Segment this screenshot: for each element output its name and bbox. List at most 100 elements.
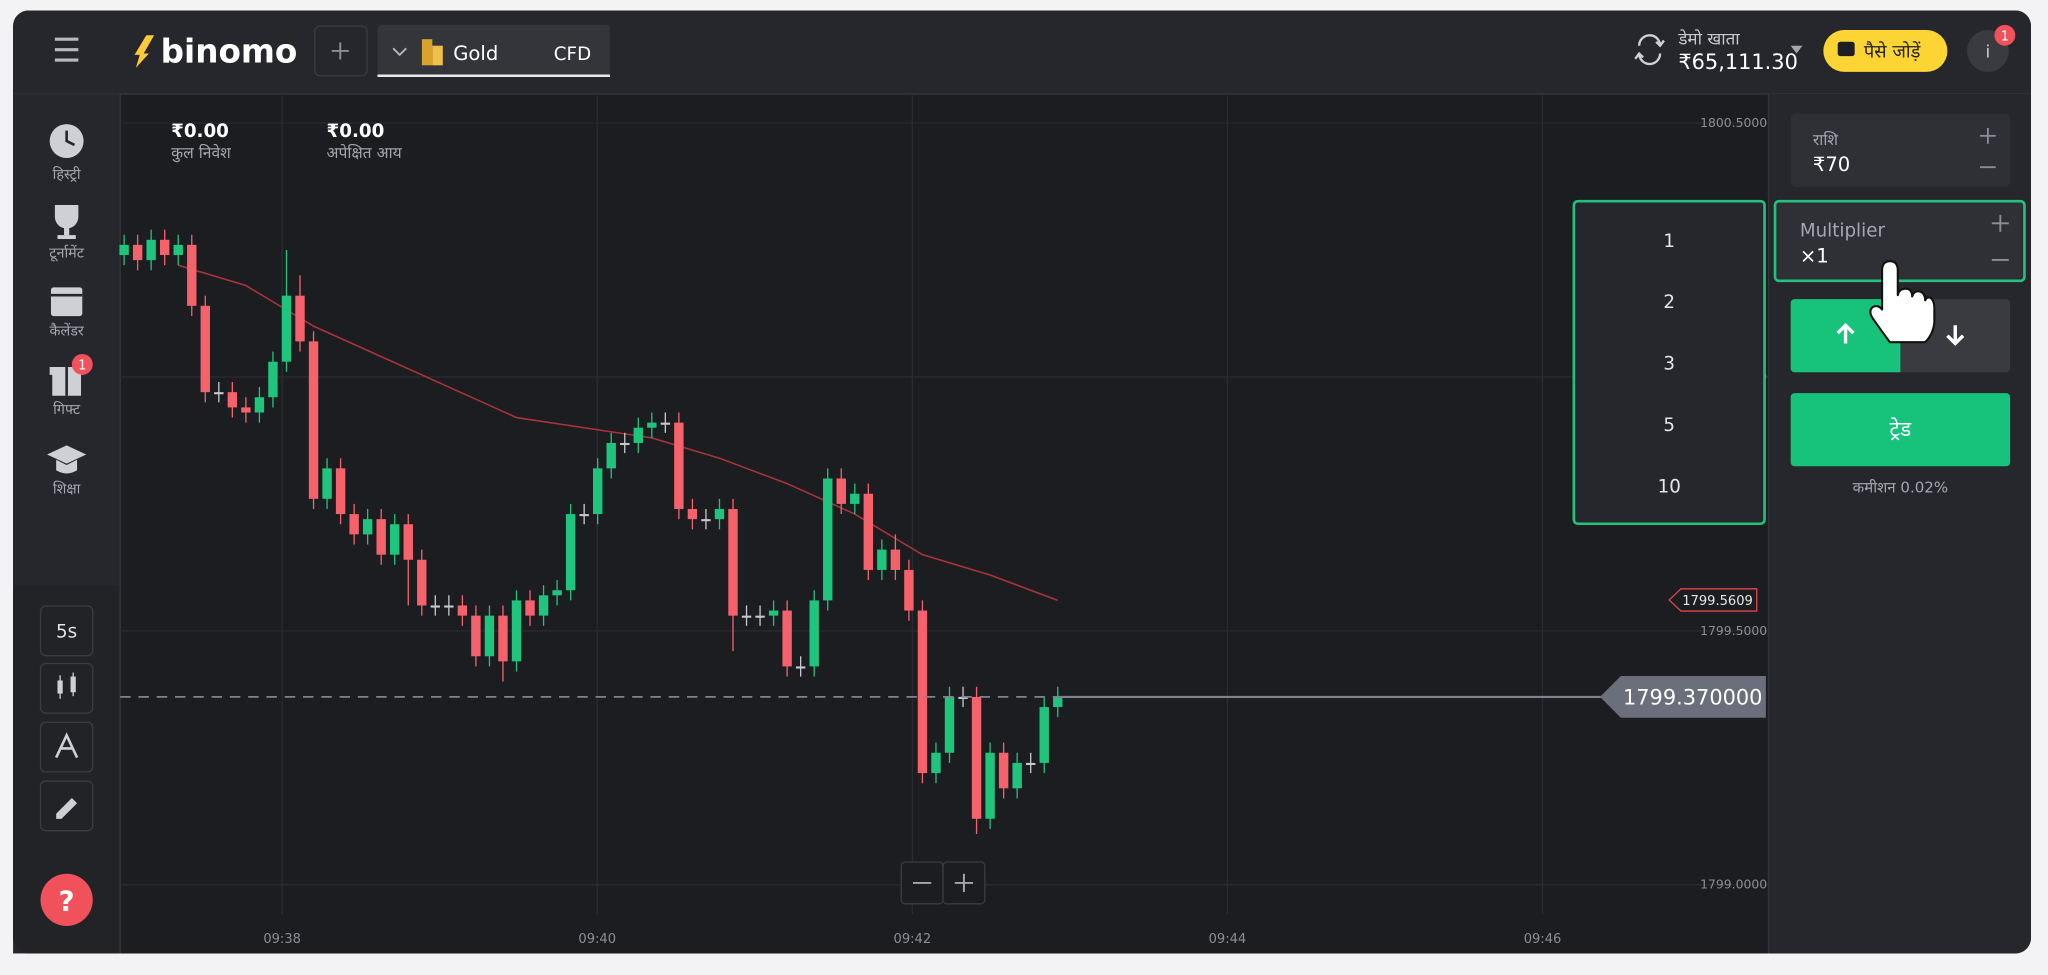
candles xyxy=(119,229,1063,835)
x-tick-label: 09:40 xyxy=(578,932,616,947)
candle-body xyxy=(417,559,427,606)
education-icon xyxy=(47,445,87,474)
candle-body xyxy=(931,752,941,774)
candle-body xyxy=(132,244,143,261)
deposit-button[interactable] xyxy=(1823,30,1948,72)
candle-body xyxy=(674,422,684,509)
candle-body xyxy=(647,422,657,428)
price-tag-label: 1799.370000 xyxy=(1623,686,1762,710)
multiplier-steppers[interactable] xyxy=(1991,214,2009,261)
x-tick-label: 09:44 xyxy=(1209,932,1247,947)
candle-body xyxy=(755,615,765,618)
candle-body xyxy=(498,615,508,662)
asset-name: Gold xyxy=(453,42,498,65)
chevron xyxy=(392,47,407,57)
candle-body xyxy=(403,524,413,560)
multiplier-option[interactable]: 3 xyxy=(1663,354,1675,375)
multiplier-option[interactable]: 2 xyxy=(1663,292,1675,313)
candle-body xyxy=(620,442,630,446)
candle-body xyxy=(471,615,481,657)
help-button[interactable] xyxy=(40,873,93,927)
candle-body xyxy=(119,244,129,256)
logo-icon xyxy=(134,35,155,68)
candle-body xyxy=(322,468,332,499)
x-tick-label: 09:46 xyxy=(1524,932,1562,947)
sidebar-label[interactable]: टूर्नामेंट xyxy=(49,244,85,261)
candle-body xyxy=(200,305,210,393)
amount-steppers[interactable] xyxy=(1980,127,1996,169)
multiplier-field[interactable] xyxy=(1773,199,2026,283)
candle-body xyxy=(565,514,576,591)
candle-body xyxy=(579,514,589,517)
multiplier-option[interactable]: 1 xyxy=(1663,231,1675,252)
candle-body xyxy=(795,666,806,669)
multiplier-option[interactable]: 10 xyxy=(1658,476,1681,497)
candle-body xyxy=(444,605,454,608)
account-dropdown[interactable] xyxy=(1790,45,1803,54)
candle-body xyxy=(714,508,725,520)
candle-body xyxy=(295,295,305,342)
candle-body xyxy=(214,392,224,395)
sidebar-label[interactable]: शिक्षा xyxy=(53,481,81,498)
sidebar-label[interactable]: हिस्ट्री xyxy=(53,166,81,183)
down-button[interactable] xyxy=(1946,325,1965,346)
candle-body xyxy=(904,569,914,611)
trade-button[interactable] xyxy=(1790,393,2011,467)
marker-tag xyxy=(1668,588,1758,612)
pencil-icon xyxy=(56,798,78,819)
candle-body xyxy=(227,392,238,408)
wallet-icon xyxy=(1837,41,1855,57)
candle-body xyxy=(660,422,671,425)
candle-body xyxy=(687,508,698,520)
menu-icon[interactable] xyxy=(54,37,79,62)
candle-body xyxy=(538,595,549,616)
gold-icon-bar xyxy=(432,45,443,66)
indicators-button[interactable] xyxy=(39,721,94,773)
indicators-icon xyxy=(55,732,79,759)
notification-badge xyxy=(1994,24,2016,46)
timeframe-button[interactable] xyxy=(39,605,94,657)
candle-body xyxy=(254,397,265,413)
sidebar-label[interactable]: कैलेंडर xyxy=(49,323,84,340)
cursor xyxy=(1869,260,1936,344)
trade-label: ट्रेड xyxy=(1890,417,1913,441)
candle-body xyxy=(1039,707,1049,763)
gift-icon xyxy=(49,367,84,396)
candle-body xyxy=(863,493,874,570)
candle-body xyxy=(917,610,928,774)
candle-body xyxy=(484,615,495,657)
price-tag xyxy=(1599,675,1766,718)
candle-body xyxy=(592,468,603,515)
candle-body xyxy=(782,610,792,667)
candles-icon xyxy=(57,672,76,699)
logo: binomo xyxy=(161,33,298,71)
candle-body xyxy=(877,549,887,570)
candle-body xyxy=(701,519,711,522)
chart-type-button[interactable] xyxy=(39,662,94,714)
candle-body xyxy=(728,508,738,616)
gift-badge-count: 1 xyxy=(78,359,86,374)
sync-icon[interactable] xyxy=(1634,34,1665,66)
candle-body xyxy=(268,361,278,398)
candle-body xyxy=(971,696,982,819)
expected-income: ₹0.00 xyxy=(327,121,385,142)
balance: ₹65,111.30 xyxy=(1678,50,1798,74)
add-asset-button[interactable] xyxy=(314,25,368,77)
candle-body xyxy=(998,752,1009,789)
zoom-icons xyxy=(912,873,974,893)
amount-field[interactable] xyxy=(1790,113,2011,187)
candle-body xyxy=(1012,762,1022,789)
candle-body xyxy=(430,605,441,608)
sidebar-label[interactable]: गिफ्ट xyxy=(53,401,81,418)
gift-badge xyxy=(71,353,93,375)
amount: ₹70 xyxy=(1813,153,1850,176)
candle-body xyxy=(850,493,860,504)
drawing-button[interactable] xyxy=(39,780,94,832)
candle-body xyxy=(281,295,292,362)
up-arrow xyxy=(1836,322,1855,344)
candle-body xyxy=(146,239,156,261)
gold-icon xyxy=(421,39,433,66)
multiplier-option[interactable]: 5 xyxy=(1663,415,1675,436)
candle-body xyxy=(890,549,901,570)
trophy-icon xyxy=(54,205,79,240)
